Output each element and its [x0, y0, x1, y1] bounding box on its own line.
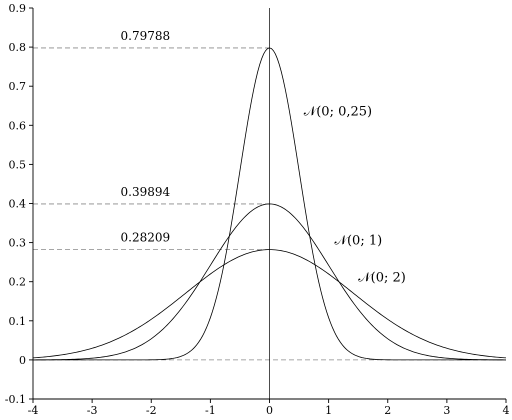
- x-tick-label: 4: [503, 404, 510, 417]
- y-tick-label: 0.5: [9, 158, 27, 171]
- series-label: 𝒩(0; 1): [335, 234, 383, 249]
- y-tick-label: 0.8: [9, 41, 27, 54]
- y-tick-label: 0.6: [9, 119, 27, 132]
- y-tick-label: 0.4: [9, 198, 27, 211]
- peak-value-label: 0.79788: [121, 29, 171, 43]
- x-tick-label: 0: [266, 404, 273, 417]
- y-tick-label: 0.2: [9, 276, 27, 289]
- peak-value-label: 0.28209: [121, 231, 171, 245]
- y-tick-label: 0.7: [9, 80, 27, 93]
- density-curve-2: [32, 203, 507, 361]
- x-tick-label: 1: [325, 404, 332, 417]
- x-tick-label: -4: [28, 404, 39, 417]
- y-tick-label: 0.3: [9, 237, 27, 250]
- axes: -0.1 0 0.1 0.2 0.3 0.4 0.5 0.6 0.7 0.8 0.9 -4 -3 -2 -1…: [5, 2, 510, 417]
- density-curves: [32, 47, 507, 361]
- density-curve-1: [33, 47, 506, 361]
- x-tick-label: 3: [443, 404, 450, 417]
- y-tick-label: -0.1: [5, 393, 26, 406]
- y-tick-label: 0: [19, 354, 26, 367]
- x-tick-label: -2: [146, 404, 157, 417]
- density-curve-3: [32, 249, 507, 359]
- y-tick-label: 0.9: [9, 2, 27, 15]
- x-tick-label: -1: [205, 404, 216, 417]
- series-label: 𝒩(0; 2): [358, 271, 406, 286]
- series-label: 𝒩(0; 0,25): [304, 105, 372, 120]
- y-tick-label: 0.1: [9, 315, 27, 328]
- chart-labels: 0.79788 𝒩(0; 0,25) 0.39894 𝒩(0; 1) 0.28209 𝒩(…: [121, 29, 406, 286]
- peak-value-label: 0.39894: [121, 185, 171, 199]
- x-tick-label: -3: [87, 404, 98, 417]
- x-tick-label: 2: [384, 404, 391, 417]
